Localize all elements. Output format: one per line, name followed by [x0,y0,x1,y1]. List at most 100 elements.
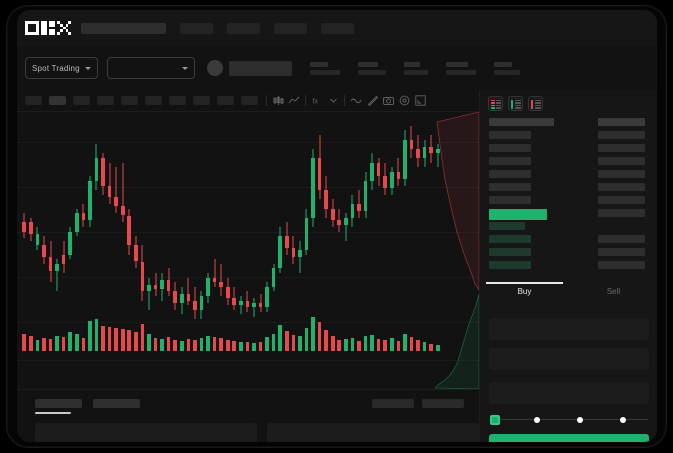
orderbook-row[interactable] [489,261,531,269]
drawing-tools-icon[interactable] [366,94,379,107]
settings-icon[interactable] [398,94,411,107]
candlestick-chart-icon[interactable] [272,94,285,107]
volume-bar [409,336,414,351]
candle [389,112,394,342]
orderbook-row-secondary[interactable] [598,131,645,139]
wave-icon[interactable] [350,94,363,107]
orderbook-mode-bids-icon[interactable] [508,96,523,111]
volume-bar [245,342,250,351]
candle-body [363,181,368,211]
tab-sell[interactable]: Sell [606,287,621,296]
orderbook-row-secondary[interactable] [598,157,645,165]
nav-item-1[interactable] [180,22,213,34]
candle-body [350,204,355,218]
bottom-action-2[interactable] [422,399,464,408]
candle-body [212,277,217,283]
orderbook-row-secondary[interactable] [598,118,645,126]
price-chart[interactable] [17,112,479,389]
candle [81,112,86,342]
orderbook-row[interactable] [489,157,531,165]
timeframe-chip-2[interactable] [49,96,66,105]
fullscreen-icon[interactable] [414,94,427,107]
bottom-tab-1[interactable] [35,399,82,408]
nav-item-3[interactable] [274,22,307,34]
timeframe-chip-6[interactable] [145,96,162,105]
stat-label [445,61,468,67]
slider-stop-25[interactable] [534,416,540,423]
nav-item-4[interactable] [321,22,354,34]
submit-order-button[interactable] [489,434,649,442]
bottom-tab-2[interactable] [93,399,140,408]
candle-body [389,171,394,188]
candle-body [291,247,296,257]
timeframe-chip-5[interactable] [121,96,138,105]
line-chart-icon[interactable] [288,94,301,107]
slider-stop-50[interactable] [577,416,583,423]
volume-bar [29,335,33,351]
stat-label [493,61,512,67]
candle [337,112,342,342]
stat-3 [403,61,428,75]
volume-bar [107,327,112,351]
orderbook-row-secondary[interactable] [598,261,645,269]
volume-bar [330,335,335,351]
orderbook-row[interactable] [489,183,531,191]
volume-bar [179,340,184,351]
orderbook-row-secondary[interactable] [598,183,645,191]
orderbook-row[interactable] [489,196,531,204]
orderbook-mode-both-icon[interactable] [488,96,503,111]
slider-handle[interactable] [490,415,500,425]
order-price-field[interactable] [489,318,649,340]
slider-stop-75[interactable] [620,416,626,423]
timeframe-chip-7[interactable] [169,96,186,105]
orderbook-row[interactable] [489,248,531,256]
timeframe-chip-9[interactable] [217,96,234,105]
orders-pane-left [35,423,257,442]
trading-mode-dropdown[interactable]: Spot Trading [25,57,98,79]
pair-selector-dropdown[interactable] [106,57,195,79]
bottom-action-1[interactable] [372,399,414,408]
camera-icon[interactable] [382,94,395,107]
nav-item-2[interactable] [227,22,260,34]
orderbook-mode-asks-icon[interactable] [528,96,543,111]
orderbook-row[interactable] [489,235,531,243]
chevron-down-icon[interactable] [327,94,340,107]
timeframe-chip-4[interactable] [97,96,114,105]
volume-bar [383,339,388,351]
volume-bar [376,338,381,351]
orderbook-row[interactable] [489,144,531,152]
timeframe-chip-3[interactable] [73,96,90,105]
orderbook-rows[interactable] [480,118,657,278]
candle [363,112,368,342]
volume-bar [166,336,171,351]
order-total-field[interactable] [489,382,649,404]
orderbook-row-secondary[interactable] [598,235,645,243]
orderbook-row-secondary[interactable] [598,170,645,178]
orderbook-row-secondary[interactable] [598,209,645,217]
orderbook-row-secondary[interactable] [598,144,645,152]
indicators-icon[interactable]: fx [311,94,324,107]
amount-percent-slider[interactable] [490,415,648,425]
candle-body [330,208,335,221]
candle [147,112,151,342]
orderbook-row-secondary[interactable] [598,248,645,256]
avatar[interactable] [206,60,223,76]
orderbook-row[interactable] [489,118,554,126]
orderbook-row[interactable] [489,170,531,178]
candle-body [160,279,164,290]
volume-bar [363,335,368,351]
tab-buy[interactable]: Buy [480,282,569,306]
orderbook-row[interactable] [489,209,547,220]
okx-logo[interactable] [25,21,71,35]
orderbook-row[interactable] [489,222,525,230]
orderbook-row[interactable] [489,131,531,139]
orderbook-row-secondary[interactable] [598,196,645,204]
timeframe-chip-10[interactable] [241,96,258,105]
candle-body [324,190,328,209]
timeframe-chip-8[interactable] [193,96,210,105]
volume-bar [403,333,407,351]
timeframe-chip-1[interactable] [25,96,42,105]
volume-bar [291,334,296,351]
chart-gridlines [17,112,479,389]
order-amount-field[interactable] [489,348,649,370]
